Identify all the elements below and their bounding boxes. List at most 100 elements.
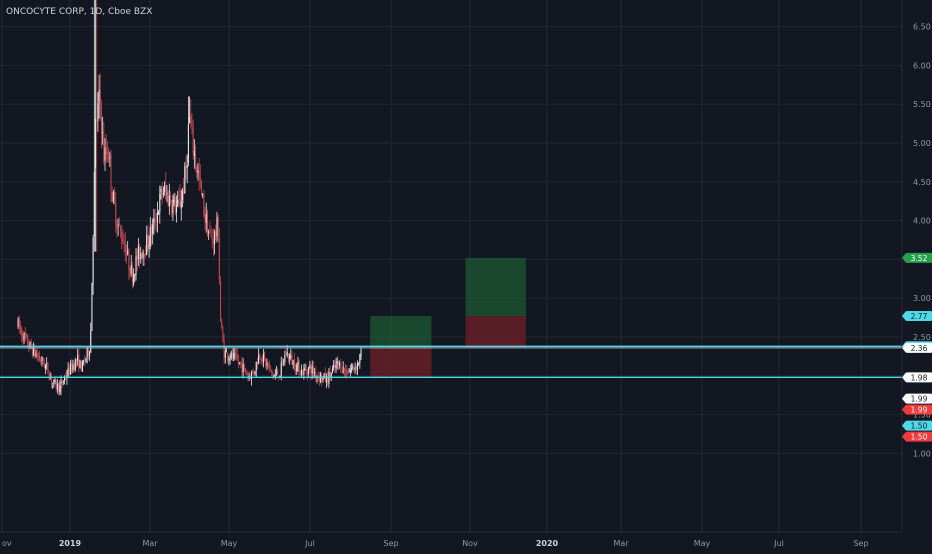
candle-body	[199, 177, 201, 180]
candle-body	[96, 119, 98, 122]
candle-body	[298, 361, 300, 375]
candle-body	[221, 321, 223, 328]
candle-body	[108, 156, 110, 160]
candle-body	[342, 366, 344, 373]
candle-body	[348, 371, 350, 373]
candle-body	[230, 351, 232, 359]
candle-body	[241, 363, 243, 373]
candle-body	[100, 105, 103, 134]
candle-body	[117, 225, 119, 227]
candle-body	[61, 380, 63, 384]
price-badge	[906, 393, 932, 404]
loss-zone[interactable]	[370, 347, 432, 378]
candle-body	[21, 328, 23, 337]
candle-body	[187, 124, 189, 163]
candle-body	[227, 352, 229, 360]
profit-zone[interactable]	[370, 316, 432, 348]
candle-body	[74, 359, 76, 371]
candle-body	[34, 346, 36, 356]
candle-body	[302, 371, 304, 376]
candle-body	[22, 335, 24, 342]
candle-body	[260, 358, 262, 361]
candle-body	[224, 351, 226, 358]
candle-body	[255, 361, 257, 371]
candle-body	[153, 218, 155, 223]
candle-body	[41, 356, 43, 361]
candle-body	[312, 365, 314, 374]
candle-body	[103, 133, 105, 164]
y-tick-label: 3.00	[913, 294, 931, 303]
candle-body	[265, 358, 267, 366]
candle-body	[142, 251, 144, 259]
candle-body	[18, 318, 20, 328]
y-tick-label: 6.00	[913, 61, 931, 70]
profit-zone[interactable]	[465, 257, 526, 317]
candle-body	[246, 372, 248, 376]
x-tick-label: May	[694, 539, 711, 548]
candle-body	[183, 189, 185, 194]
price-badge-arrow	[902, 404, 906, 415]
candle-body	[174, 198, 176, 213]
candle-body	[196, 166, 198, 173]
candle-body	[169, 196, 172, 204]
candle-body	[206, 211, 208, 237]
candle-body	[123, 242, 125, 245]
candle-body	[178, 199, 180, 201]
candle-body	[128, 249, 130, 270]
candle-body	[198, 170, 200, 178]
candle-body	[52, 382, 54, 384]
candle-body	[309, 365, 311, 368]
candle-body	[278, 375, 280, 378]
candle-body	[277, 370, 279, 375]
candle-body	[322, 376, 324, 381]
price-badge-arrow	[902, 420, 906, 431]
candle-body	[158, 212, 160, 215]
price-badge-label: 1.99	[911, 395, 928, 404]
candle-body	[320, 374, 322, 383]
price-badge	[906, 420, 932, 431]
candle-body	[243, 365, 245, 368]
candle-body	[44, 364, 47, 368]
candle-body	[341, 372, 343, 374]
price-badge-label: 1.99	[911, 406, 928, 415]
candle-body	[143, 253, 145, 257]
candle-body	[237, 359, 239, 364]
candle-body	[252, 370, 254, 373]
loss-zone[interactable]	[465, 316, 526, 348]
candle-body	[283, 362, 285, 363]
candle-body	[179, 197, 181, 207]
candle-body	[105, 147, 107, 155]
candle-body	[293, 359, 295, 370]
candle-body	[37, 355, 39, 357]
candle-body	[202, 194, 204, 196]
candle-body	[78, 353, 80, 369]
candle-body	[110, 154, 112, 189]
candle-body	[75, 359, 78, 363]
candle-body	[330, 372, 332, 379]
candle-body	[53, 379, 55, 383]
price-badge	[906, 252, 932, 263]
candle-body	[73, 364, 75, 370]
candle-body	[209, 230, 211, 234]
candle-body	[336, 361, 338, 364]
candle-body	[281, 361, 284, 363]
candle-body	[350, 368, 353, 370]
candle-body	[273, 374, 275, 378]
candle-body	[261, 359, 263, 362]
x-tick-label: 2020	[536, 539, 559, 548]
candle-body	[36, 352, 38, 357]
candle-body	[129, 267, 131, 276]
candle-body	[31, 346, 33, 356]
candle-body	[172, 199, 174, 215]
candle-body	[149, 226, 151, 246]
candle-body	[297, 362, 299, 366]
candle-body	[115, 202, 117, 226]
candle-body	[296, 365, 298, 372]
candle-body	[136, 255, 138, 261]
x-tick-label: Sep	[383, 539, 398, 548]
candle-body	[165, 184, 167, 193]
candle-body	[93, 171, 95, 237]
candle-body	[203, 193, 205, 217]
price-badge-label: 2.36	[911, 344, 928, 353]
